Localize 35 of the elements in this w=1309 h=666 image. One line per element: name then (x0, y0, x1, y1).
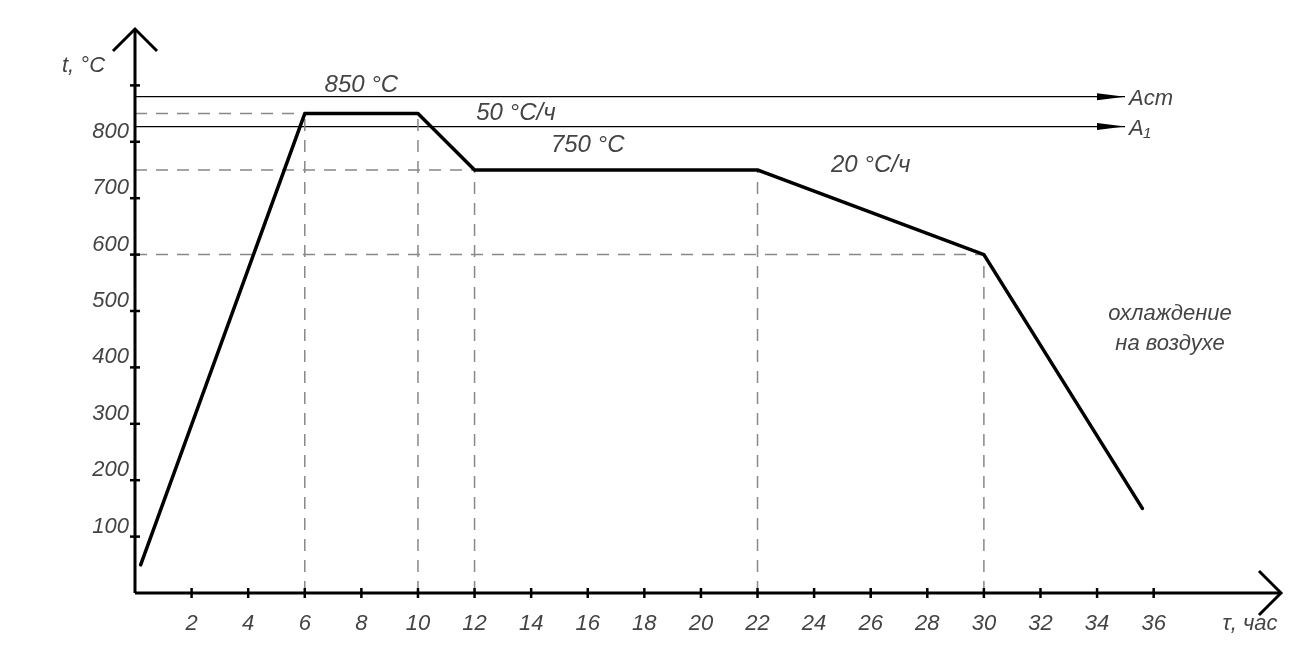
annotation: 20 °C/ч (830, 150, 911, 178)
y-tick-label: 600 (92, 230, 130, 256)
annotation: охлаждение на воздухе (1108, 300, 1232, 355)
x-tick-label: 28 (914, 610, 941, 635)
x-axis-title: τ, час (1222, 610, 1278, 635)
x-tick-label: 34 (1084, 610, 1110, 635)
x-tick-label: 24 (800, 610, 827, 635)
ref-line-label: A₁ (1127, 114, 1151, 140)
ref-line-label: Acm (1127, 84, 1173, 110)
y-axis-title: t, °C (62, 52, 106, 77)
x-tick-label: 30 (971, 610, 997, 635)
y-tick-label: 500 (92, 287, 130, 312)
y-tick-label: 800 (92, 117, 130, 143)
x-tick-label: 10 (405, 610, 431, 635)
x-tick-label: 2 (184, 610, 198, 635)
annotation: 50 °C/ч (476, 97, 556, 125)
x-tick-label: 8 (355, 610, 369, 635)
x-tick-label: 16 (575, 610, 601, 635)
x-tick-label: 12 (462, 610, 487, 635)
x-tick-label: 22 (744, 610, 770, 635)
x-tick-label: 6 (298, 610, 312, 635)
x-tick-label: 32 (1028, 610, 1053, 635)
annotation: 850 °C (324, 69, 399, 97)
y-tick-label: 200 (91, 456, 130, 482)
x-tick-label: 18 (632, 610, 658, 635)
y-tick-label: 700 (92, 174, 130, 200)
y-tick-label: 400 (92, 343, 130, 369)
annotation: 750 °C (550, 130, 626, 157)
x-tick-label: 36 (1141, 610, 1167, 635)
y-tick-label: 100 (92, 512, 130, 538)
x-tick-label: 20 (687, 610, 714, 635)
x-tick-label: 26 (857, 610, 884, 635)
x-tick-label: 14 (518, 610, 544, 635)
y-tick-label: 300 (92, 399, 130, 425)
x-tick-label: 4 (242, 610, 255, 635)
